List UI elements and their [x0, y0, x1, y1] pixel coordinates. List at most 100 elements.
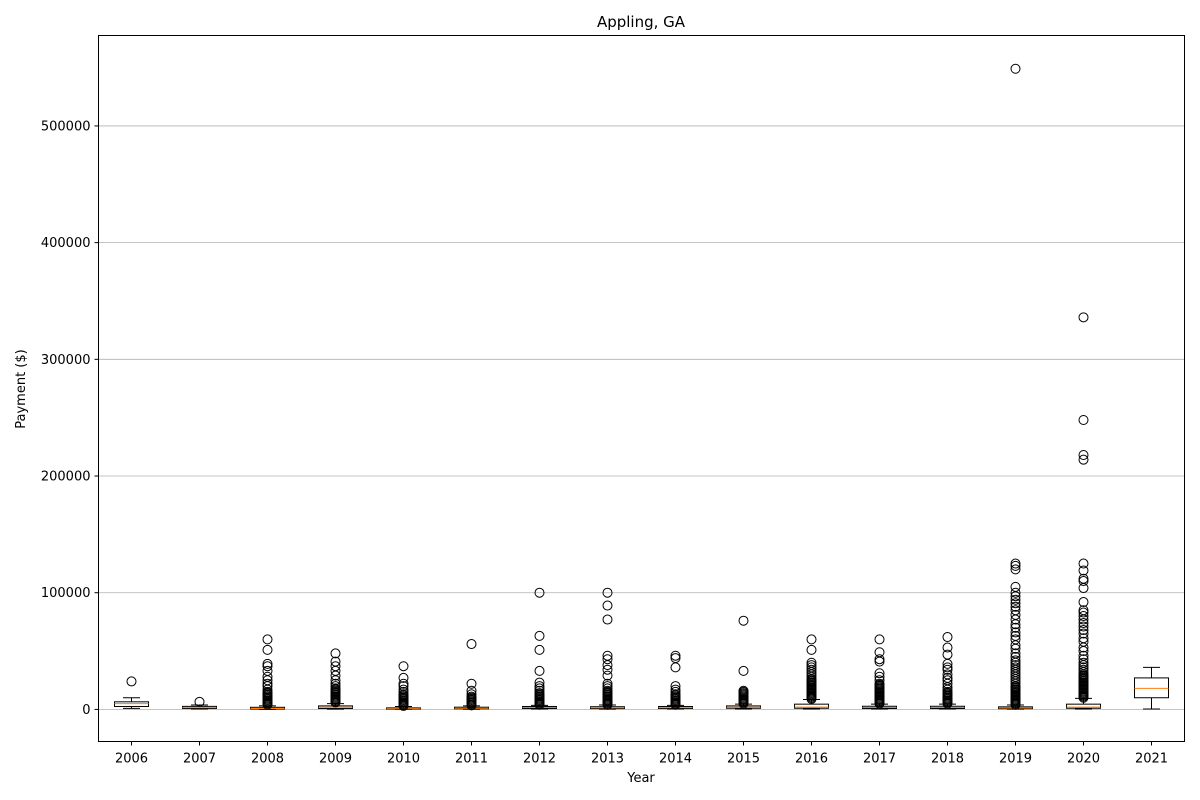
outlier-point: [602, 664, 613, 675]
outlier-point: [1010, 648, 1021, 659]
iqr-box: [1066, 703, 1101, 709]
outlier-point: [670, 689, 681, 700]
outlier-point: [262, 634, 273, 645]
outlier-point: [262, 686, 273, 697]
outlier-point: [1010, 634, 1021, 645]
outlier-point: [1010, 63, 1021, 74]
x-tick-label: 2011: [455, 752, 488, 767]
outlier-point: [398, 686, 409, 697]
outlier-point: [1078, 636, 1089, 647]
outlier-point: [942, 662, 953, 673]
box-2009: [318, 648, 353, 710]
outlier-point: [534, 587, 545, 598]
outlier-point: [398, 672, 409, 683]
outlier-point: [874, 675, 885, 686]
box-2018: [930, 632, 965, 710]
x-axis-label: Year: [626, 771, 655, 786]
outlier-point: [942, 632, 953, 643]
box-2010: [386, 661, 421, 711]
box-2020: [1066, 312, 1101, 710]
x-tick-label: 2007: [183, 752, 216, 767]
box-2016: [794, 634, 829, 710]
outlier-point: [1010, 598, 1021, 609]
outlier-point: [602, 650, 613, 661]
x-tick-label: 2021: [1135, 752, 1168, 767]
outlier-point: [1078, 576, 1089, 587]
outlier-point: [1010, 581, 1021, 592]
x-tick-label: 2015: [727, 752, 760, 767]
outlier-point: [806, 662, 817, 673]
outlier-point: [670, 653, 681, 664]
outlier-point: [1078, 625, 1089, 636]
outlier-point: [1010, 605, 1021, 616]
x-tick-label: 2017: [863, 752, 896, 767]
outlier-point: [738, 685, 749, 696]
x-tick-label: 2018: [931, 752, 964, 767]
outlier-point: [330, 683, 341, 694]
x-tick-label: 2010: [387, 752, 420, 767]
y-tick-label: 100000: [41, 586, 91, 601]
outlier-point: [942, 669, 953, 680]
outlier-point: [942, 649, 953, 660]
box-2014: [658, 650, 693, 710]
outlier-point: [1010, 651, 1021, 662]
x-tick-label: 2012: [523, 752, 556, 767]
outlier-point: [1078, 597, 1089, 608]
axis-ticks: 0 100000 200000 300000 400000 500000 2006 2007 2…: [41, 119, 1168, 766]
grid-lines: [98, 125, 1185, 710]
outlier-point: [874, 654, 885, 665]
outlier-point: [262, 661, 273, 672]
outlier-point: [1078, 454, 1089, 465]
x-tick-label: 2016: [795, 752, 828, 767]
outlier-point: [602, 587, 613, 598]
y-axis-label: Payment ($): [14, 349, 29, 428]
outlier-point: [330, 648, 341, 659]
outlier-point: [398, 678, 409, 689]
x-tick-label: 2006: [115, 752, 148, 767]
outlier-point: [806, 660, 817, 671]
box-2019: [998, 63, 1033, 710]
outlier-point: [670, 686, 681, 697]
outlier-point: [1078, 415, 1089, 426]
outlier-point: [942, 686, 953, 697]
outlier-point: [466, 639, 477, 650]
outlier-point: [602, 614, 613, 625]
x-tick-label: 2014: [659, 752, 692, 767]
outlier-point: [262, 644, 273, 655]
x-tick-label: 2009: [319, 752, 352, 767]
outlier-point: [1010, 587, 1021, 598]
outlier-point: [1078, 605, 1089, 616]
outlier-point: [1078, 654, 1089, 665]
outlier-point: [1010, 630, 1021, 641]
outlier-point: [942, 642, 953, 653]
outlier-point: [1078, 558, 1089, 569]
x-tick-label: 2013: [591, 752, 624, 767]
outlier-point: [1010, 660, 1021, 671]
outlier-point: [262, 671, 273, 682]
outlier-point: [262, 658, 273, 669]
x-tick-label: 2019: [999, 752, 1032, 767]
outlier-point: [1010, 564, 1021, 575]
outlier-point: [1078, 607, 1089, 618]
box-2006: [114, 676, 149, 709]
outlier-point: [1010, 601, 1021, 612]
outlier-point: [602, 683, 613, 694]
outlier-point: [602, 670, 613, 681]
outlier-point: [942, 672, 953, 683]
outlier-point: [602, 678, 613, 689]
outlier-point: [534, 665, 545, 676]
outlier-point: [330, 656, 341, 667]
chart-title: Appling, GA: [597, 13, 686, 31]
outlier-point: [262, 665, 273, 676]
outlier-point: [534, 630, 545, 641]
outlier-point: [330, 678, 341, 689]
outlier-point: [534, 685, 545, 696]
iqr-box: [114, 701, 149, 707]
outlier-point: [874, 671, 885, 682]
outlier-point: [534, 688, 545, 699]
iqr-box: [1134, 677, 1169, 699]
box-2017: [862, 634, 897, 710]
outlier-point: [330, 681, 341, 692]
outlier-point: [1010, 560, 1021, 571]
